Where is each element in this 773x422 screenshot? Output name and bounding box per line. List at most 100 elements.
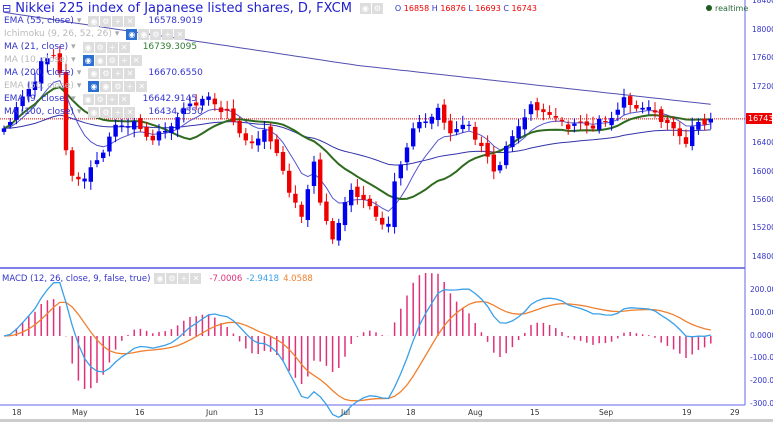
candle-body (572, 123, 577, 126)
visibility-icon[interactable]: ◉ (359, 3, 371, 14)
chevron-down-icon[interactable]: ▾ (76, 81, 82, 91)
chevron-down-icon[interactable]: ▾ (71, 94, 76, 104)
visibility-icon[interactable]: ◉ (88, 15, 100, 27)
indicator-label: MA (10, close) (4, 55, 69, 65)
add-icon[interactable]: + (112, 15, 124, 27)
close-icon[interactable]: ✕ (130, 54, 142, 66)
chevron-down-icon[interactable]: ▾ (114, 29, 120, 39)
chevron-down-icon[interactable]: ▾ (76, 68, 82, 78)
indicator-legend[interactable]: MA (100, close) ▾ ◉ ⚙ + ✕ 16434.6550 (4, 106, 203, 118)
chevron-down-icon[interactable]: ▾ (71, 42, 76, 52)
close-icon[interactable]: ✕ (124, 106, 136, 118)
indicator-legend[interactable]: Ichimoku (9, 26, 52, 26) ▾ ◉ ◉ ⚙ + ✕ (4, 28, 198, 40)
hidden-eye-icon[interactable]: ◉ (82, 54, 94, 66)
candle-body (125, 126, 131, 128)
visibility-icon[interactable]: ◉ (88, 106, 100, 118)
close-icon[interactable]: ✕ (124, 15, 136, 27)
add-icon[interactable]: + (178, 273, 190, 284)
hidden-eye-icon[interactable]: ◉ (126, 28, 138, 40)
visibility-icon[interactable]: ◉ (94, 54, 106, 66)
close-icon[interactable]: ✕ (136, 80, 148, 92)
candle-body (20, 96, 25, 107)
candle-body (63, 72, 69, 151)
add-icon[interactable]: + (112, 106, 124, 118)
indicator-legend[interactable]: EMA (9, close) ▾ ◉ ⚙ + ✕ 16642.9145 (4, 93, 197, 105)
indicator-label: MA (200, close) (4, 68, 74, 78)
hidden-eye-icon[interactable]: ◉ (88, 80, 100, 92)
candle-body (497, 165, 503, 171)
candle-body (652, 110, 658, 113)
add-icon[interactable]: + (112, 67, 124, 79)
date-tick: 29 (730, 408, 740, 417)
candle-body (268, 126, 273, 142)
add-icon[interactable]: + (162, 28, 174, 40)
chevron-down-icon[interactable]: ▾ (71, 55, 76, 65)
candle-body (311, 161, 317, 187)
settings-icon[interactable]: ⚙ (100, 67, 112, 79)
candle-body (646, 107, 651, 110)
add-icon[interactable]: + (118, 54, 130, 66)
chevron-down-icon[interactable]: ▾ (76, 107, 82, 117)
candle-body (51, 55, 56, 57)
indicator-legend[interactable]: MA (200, close) ▾ ◉ ⚙ + ✕ 16670.6550 (4, 67, 203, 79)
close-icon[interactable]: ✕ (190, 273, 202, 284)
macd-legend[interactable]: MACD (12, 26, close, 9, false, true) ◉ ⚙ +… (2, 273, 313, 284)
indicator-legend[interactable]: EMA (55, close) ▾ ◉ ⚙ + ✕ 16578.9019 (4, 15, 203, 27)
settings-icon[interactable]: ⚙ (94, 93, 106, 105)
indicator-label: EMA (50, close) (4, 81, 74, 91)
candle-body (26, 88, 31, 97)
visibility-icon[interactable]: ◉ (82, 93, 94, 105)
candle-body (621, 97, 627, 108)
settings-icon[interactable]: ⚙ (150, 28, 162, 40)
indicator-value: 16739.3095 (142, 42, 198, 52)
date-tick: 15 (530, 408, 540, 417)
chart-title[interactable]: ⊟ Nikkei 225 index of Japanese listed sh… (2, 1, 537, 16)
settings-icon[interactable]: ⚙ (371, 3, 383, 14)
close-icon[interactable]: ✕ (124, 67, 136, 79)
candle-body (342, 202, 348, 226)
chevron-down-icon[interactable]: ▾ (76, 16, 82, 26)
candle-body (665, 119, 670, 124)
candle-body (39, 61, 44, 84)
add-icon[interactable]: + (106, 41, 118, 53)
indicator-legend[interactable]: MA (21, close) ▾ ◉ ⚙ + ✕ 16739.3095 (4, 41, 197, 53)
candle-body (169, 126, 174, 134)
candle-body (510, 136, 515, 148)
close-icon[interactable]: ✕ (118, 93, 130, 105)
candle-body (132, 121, 137, 130)
visibility-icon[interactable]: ◉ (100, 80, 112, 92)
candle-body (386, 223, 391, 227)
date-tick: Aug (468, 408, 483, 417)
candle-body (708, 118, 713, 123)
date-tick: Sep (599, 408, 614, 417)
settings-icon[interactable]: ⚙ (166, 273, 178, 284)
indicator-legend[interactable]: MA (10, close) ▾ ◉ ◉ ⚙ + ✕ (4, 54, 155, 66)
settings-icon[interactable]: ⚙ (100, 15, 112, 27)
add-icon[interactable]: + (106, 93, 118, 105)
collapse-icon[interactable]: ⊟ (2, 2, 12, 15)
candle-body (101, 152, 106, 159)
visibility-icon[interactable]: ◉ (88, 67, 100, 79)
settings-icon[interactable]: ⚙ (106, 54, 118, 66)
indicator-legend[interactable]: EMA (50, close) ▾ ◉ ◉ ⚙ + ✕ (4, 80, 160, 92)
visibility-icon[interactable]: ◉ (154, 273, 166, 284)
settings-icon[interactable]: ⚙ (112, 80, 124, 92)
close-icon[interactable]: ✕ (118, 41, 130, 53)
close-icon[interactable]: ✕ (174, 28, 186, 40)
visibility-icon[interactable]: ◉ (82, 41, 94, 53)
candle-body (491, 154, 496, 172)
candle-body (349, 189, 354, 206)
settings-icon[interactable]: ⚙ (100, 106, 112, 118)
candle-body (392, 181, 397, 228)
candle-body (14, 107, 19, 120)
candle-body (274, 139, 279, 154)
settings-icon[interactable]: ⚙ (94, 41, 106, 53)
macd-line (3, 281, 711, 419)
price-tick: 18000 (752, 25, 773, 34)
visibility-icon[interactable]: ◉ (138, 28, 150, 40)
indicator-value: 16578.9019 (148, 16, 203, 26)
add-icon[interactable]: + (124, 80, 136, 92)
candle-body (293, 193, 298, 203)
bottom-scrollbar[interactable] (0, 419, 773, 422)
